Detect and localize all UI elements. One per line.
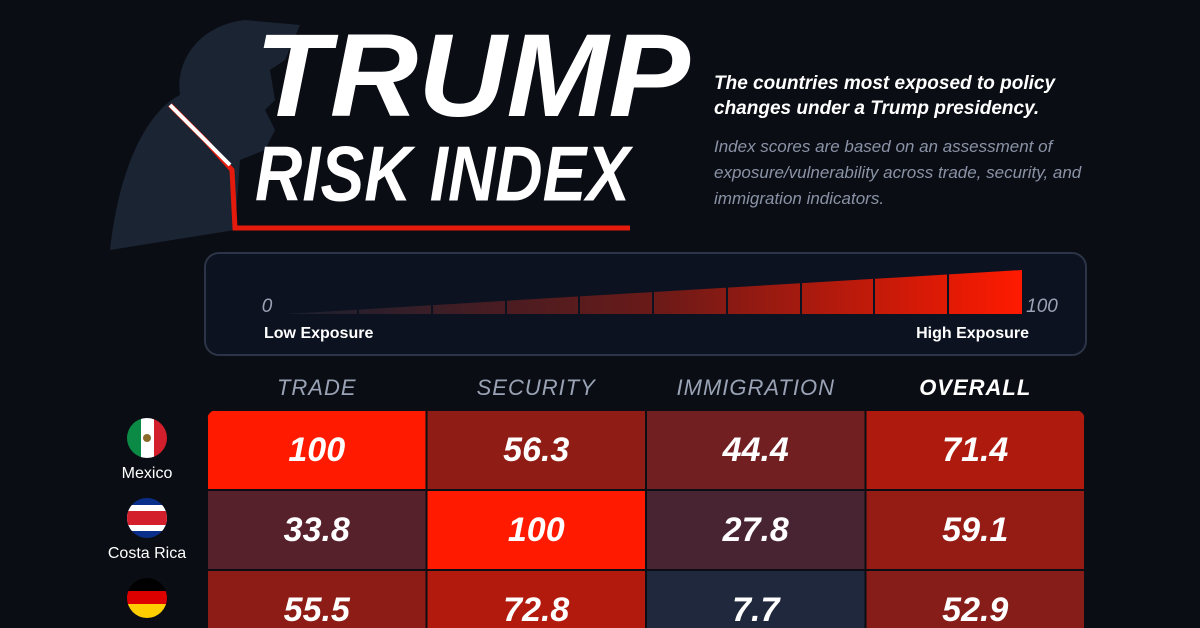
cell-value: 100 <box>508 511 565 549</box>
heat-cell <box>864 410 1085 491</box>
cell-value: 72.8 <box>503 591 569 628</box>
column-header: SECURITY <box>477 375 597 400</box>
column-header: OVERALL <box>919 375 1031 400</box>
title-line1: TRUMP <box>255 10 690 142</box>
flag-costa-rica <box>127 498 167 538</box>
heat-cell <box>645 569 867 628</box>
cell-value: 71.4 <box>942 431 1008 469</box>
title-line2: RISK INDEX <box>255 130 633 218</box>
heat-cell <box>864 489 1085 571</box>
heat-cell <box>645 410 867 491</box>
heat-cell <box>645 489 867 571</box>
country-name: Costa Rica <box>108 545 186 562</box>
collar <box>168 103 232 167</box>
column-header: TRADE <box>277 375 357 400</box>
cell-value: 59.1 <box>942 511 1008 549</box>
cell-value: 55.5 <box>284 591 351 628</box>
flag-germany <box>127 578 167 618</box>
legend-low: Low Exposure <box>264 325 373 342</box>
heat-cell <box>207 489 428 571</box>
subtitle: The countries most exposed to policy chan… <box>714 73 1056 119</box>
heat-cell <box>864 569 1085 628</box>
legend-min: 0 <box>262 296 273 317</box>
cell-value: 27.8 <box>722 511 789 549</box>
table: 100 56.3 44.4 71.4 33.8 100 27.8 59.1 55.5 72.8 7.… <box>207 410 1085 628</box>
legend-max: 100 <box>1026 296 1058 317</box>
cell-value: 33.8 <box>284 511 350 549</box>
legend-high: High Exposure <box>916 325 1029 342</box>
silhouette <box>110 20 300 250</box>
cell-value: 100 <box>288 431 345 469</box>
cell-value: 52.9 <box>942 591 1008 628</box>
flag-mexico <box>127 418 167 458</box>
legend-dividers <box>357 268 949 316</box>
cell-value: 7.7 <box>732 591 781 628</box>
cell-value: 44.4 <box>722 431 789 469</box>
heat-cell <box>425 569 647 628</box>
country-name: Mexico <box>122 465 173 482</box>
column-header: IMMIGRATION <box>677 375 835 400</box>
cell-value: 56.3 <box>503 431 569 469</box>
description: Index scores are based on an assessment … <box>714 137 1082 208</box>
